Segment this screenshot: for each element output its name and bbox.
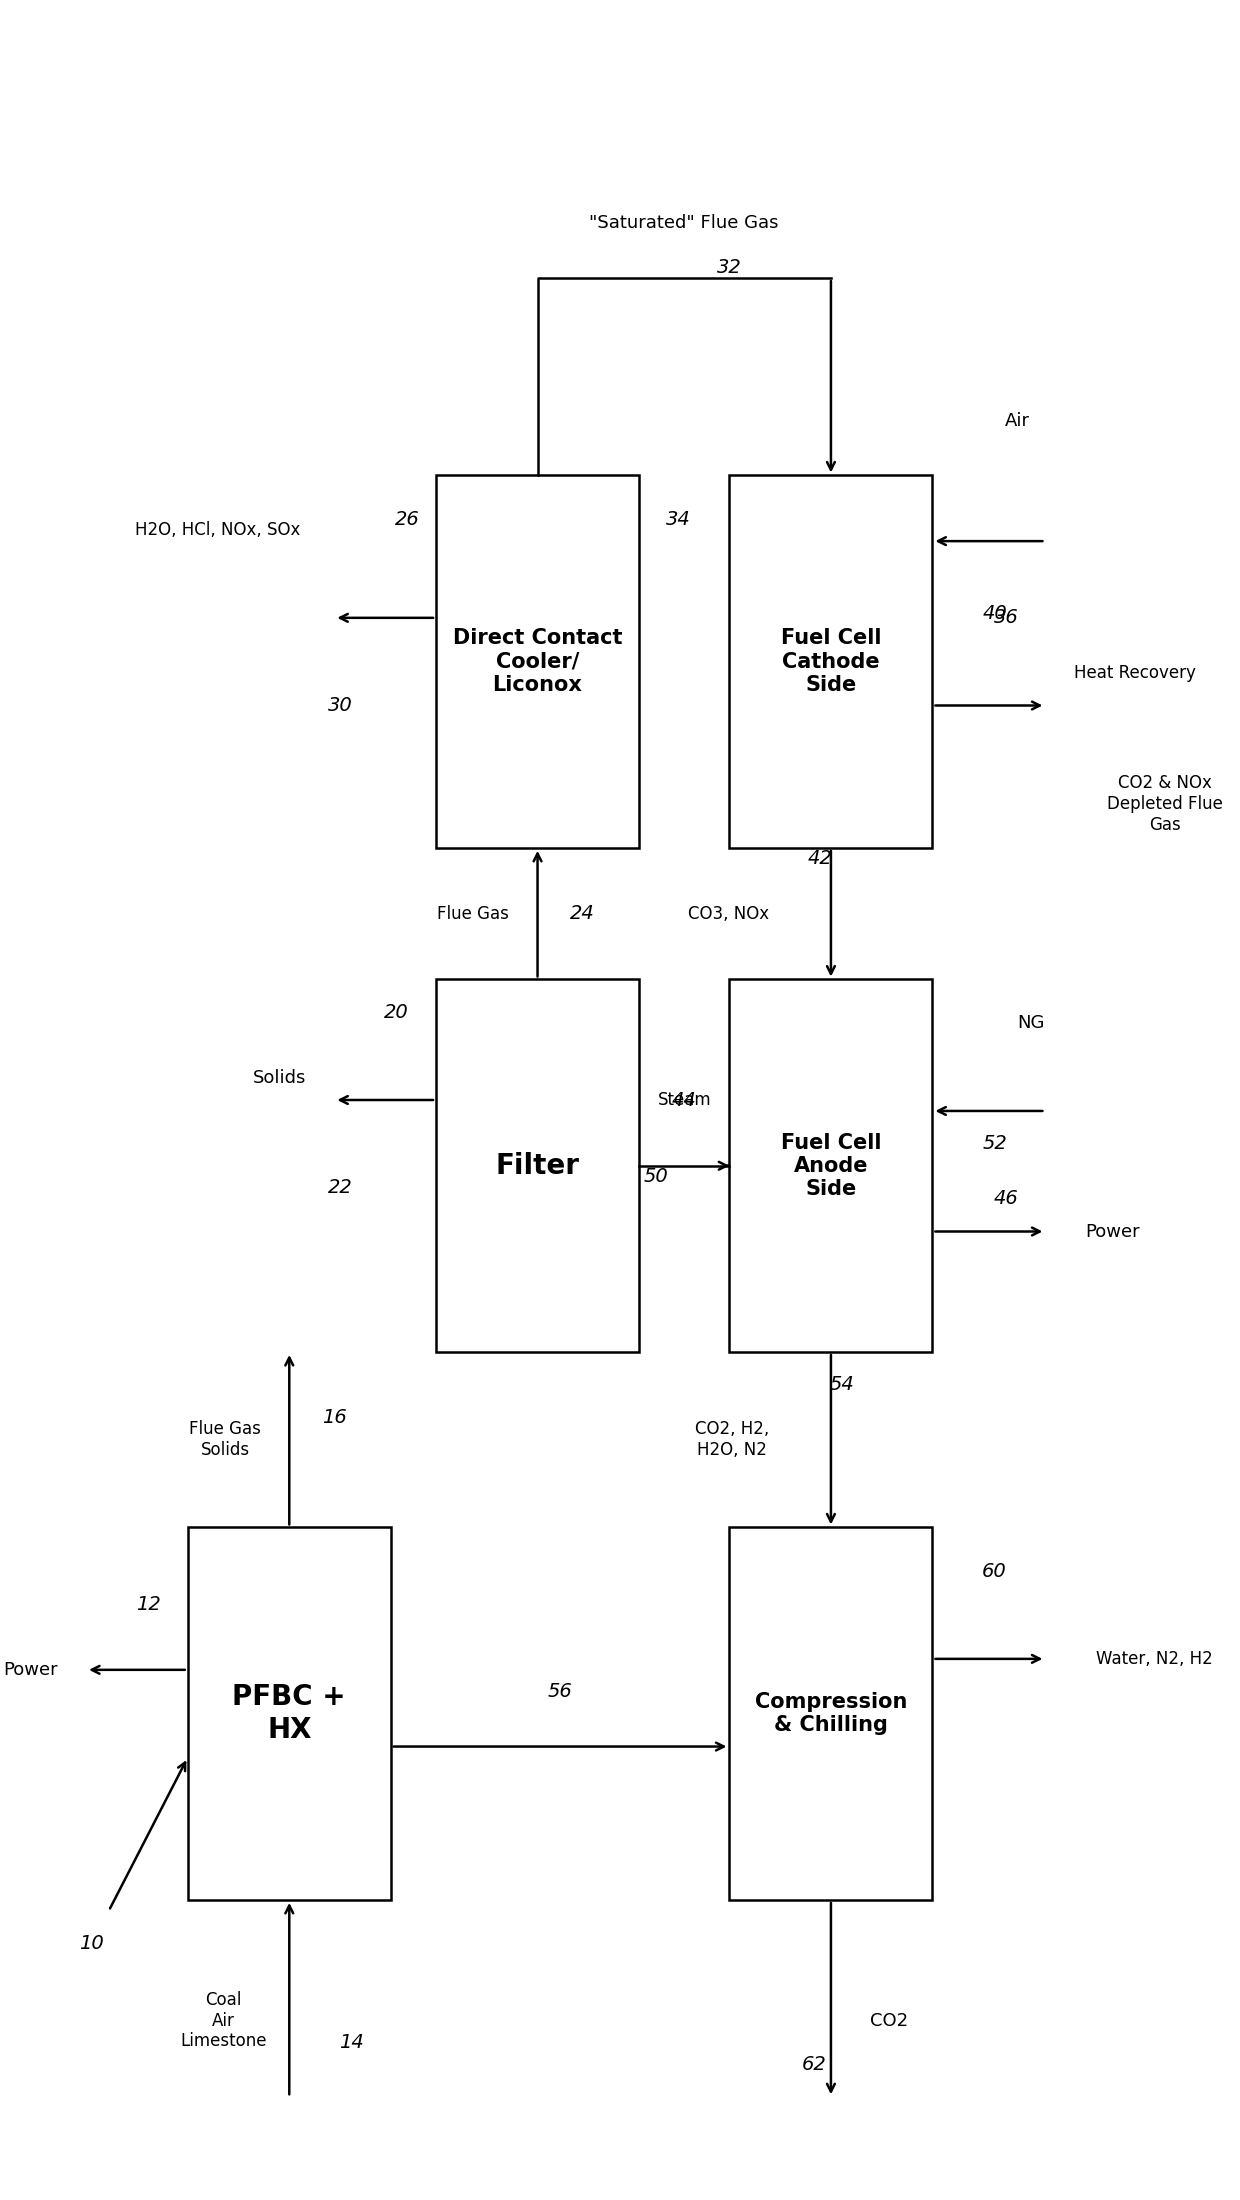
Text: Solids: Solids — [253, 1069, 306, 1087]
Text: 62: 62 — [801, 2055, 826, 2075]
Text: Fuel Cell
Cathode
Side: Fuel Cell Cathode Side — [781, 629, 882, 695]
Text: 46: 46 — [993, 1190, 1018, 1208]
FancyBboxPatch shape — [436, 979, 639, 1353]
Text: 40: 40 — [982, 605, 1007, 623]
Text: 26: 26 — [396, 510, 420, 528]
Text: 32: 32 — [717, 257, 742, 277]
Text: Flue Gas
Solids: Flue Gas Solids — [190, 1421, 262, 1459]
FancyBboxPatch shape — [436, 475, 639, 847]
Text: 30: 30 — [327, 695, 352, 715]
Text: PFBC +
HX: PFBC + HX — [232, 1683, 346, 1745]
Text: 14: 14 — [339, 2033, 363, 2053]
Text: Power: Power — [4, 1661, 58, 1679]
Text: 42: 42 — [807, 849, 832, 869]
Text: Air: Air — [1004, 411, 1029, 429]
Text: Flue Gas: Flue Gas — [438, 904, 510, 922]
Text: 36: 36 — [993, 609, 1018, 627]
Text: Direct Contact
Cooler/
Liconox: Direct Contact Cooler/ Liconox — [453, 629, 622, 695]
Text: Coal
Air
Limestone: Coal Air Limestone — [180, 1991, 267, 2050]
Text: NG: NG — [1017, 1014, 1044, 1032]
Text: CO2, H2,
H2O, N2: CO2, H2, H2O, N2 — [694, 1421, 769, 1459]
Text: 34: 34 — [666, 510, 691, 528]
Text: 16: 16 — [322, 1408, 347, 1428]
Text: CO2 & NOx
Depleted Flue
Gas: CO2 & NOx Depleted Flue Gas — [1107, 774, 1224, 834]
Text: Fuel Cell
Anode
Side: Fuel Cell Anode Side — [781, 1133, 882, 1199]
FancyBboxPatch shape — [729, 979, 932, 1353]
Text: CO3, NOx: CO3, NOx — [688, 904, 769, 922]
Text: 52: 52 — [982, 1135, 1007, 1153]
Text: 44: 44 — [672, 1091, 697, 1109]
Text: "Saturated" Flue Gas: "Saturated" Flue Gas — [589, 213, 779, 233]
Text: 56: 56 — [548, 1683, 573, 1701]
Text: 60: 60 — [982, 1562, 1007, 1582]
Text: 12: 12 — [136, 1595, 161, 1613]
Text: 24: 24 — [570, 904, 595, 924]
Text: H2O, HCl, NOx, SOx: H2O, HCl, NOx, SOx — [135, 521, 300, 539]
Text: 50: 50 — [644, 1168, 668, 1186]
Text: 10: 10 — [79, 1934, 104, 1954]
Text: Power: Power — [1085, 1223, 1140, 1241]
FancyBboxPatch shape — [729, 475, 932, 847]
Text: Compression
& Chilling: Compression & Chilling — [755, 1692, 908, 1736]
Text: Filter: Filter — [496, 1153, 579, 1179]
Text: CO2: CO2 — [870, 2011, 909, 2028]
Text: Heat Recovery: Heat Recovery — [1074, 664, 1195, 682]
Text: 20: 20 — [384, 1003, 409, 1021]
FancyBboxPatch shape — [729, 1527, 932, 1901]
Text: Steam: Steam — [657, 1091, 711, 1109]
Text: 54: 54 — [830, 1375, 854, 1395]
FancyBboxPatch shape — [187, 1527, 391, 1901]
Text: Water, N2, H2: Water, N2, H2 — [1096, 1650, 1213, 1668]
Text: 22: 22 — [327, 1179, 352, 1197]
